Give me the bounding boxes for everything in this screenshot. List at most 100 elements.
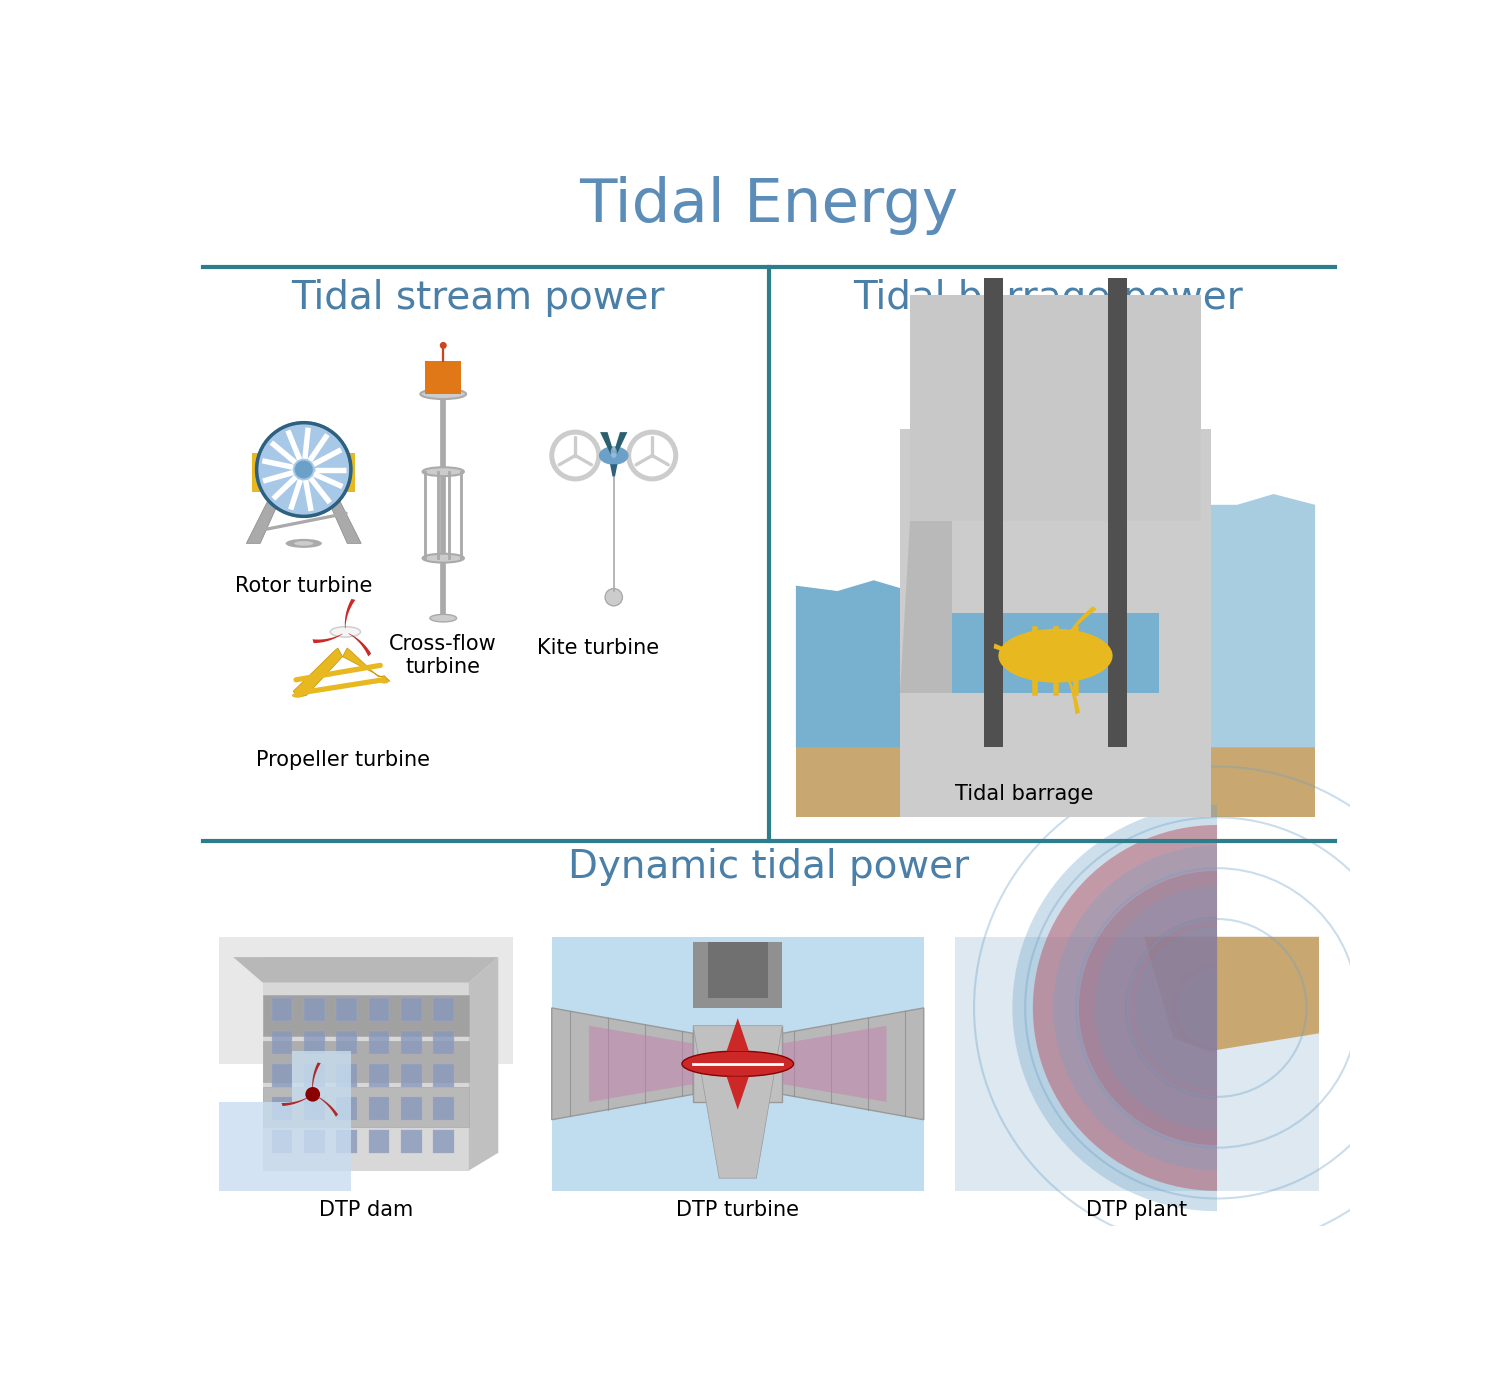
Text: Cross-flow
turbine: Cross-flow turbine [390,635,496,677]
Bar [304,1031,324,1053]
Polygon shape [232,957,498,983]
Text: Tidal stream power: Tidal stream power [291,278,664,317]
Bar [693,942,783,1008]
Wedge shape [1172,963,1216,1053]
Bar [900,521,951,613]
Polygon shape [345,599,355,628]
Polygon shape [796,580,910,748]
Bar [433,1064,454,1086]
Circle shape [440,341,447,348]
Ellipse shape [420,388,466,399]
Bar [426,361,460,394]
Wedge shape [1034,825,1217,1191]
Polygon shape [1060,664,1080,715]
Polygon shape [318,1096,338,1117]
Circle shape [294,460,314,479]
Bar [433,1097,454,1120]
Polygon shape [610,464,618,476]
Ellipse shape [292,540,315,547]
Text: Rotor turbine: Rotor turbine [236,577,372,596]
Text: Tidal Energy: Tidal Energy [579,176,958,235]
Bar [219,936,513,1064]
Polygon shape [282,1097,308,1106]
Circle shape [604,588,622,606]
Bar [984,278,1002,748]
Circle shape [306,1086,320,1102]
Polygon shape [726,1077,748,1110]
Polygon shape [783,1026,886,1102]
Text: Tidal barrage power: Tidal barrage power [853,278,1242,317]
Text: Kite turbine: Kite turbine [537,638,660,658]
Polygon shape [900,430,1212,818]
Bar [1160,521,1212,613]
Ellipse shape [292,693,303,698]
Bar [262,1041,470,1081]
Bar [336,1064,357,1086]
Bar [272,1031,292,1053]
Wedge shape [1176,967,1216,1048]
Bar [796,278,1316,818]
Bar [400,998,422,1020]
Polygon shape [219,1051,351,1191]
Text: Propeller turbine: Propeller turbine [255,749,429,770]
Bar [954,936,1318,1191]
Polygon shape [1060,606,1096,647]
Wedge shape [1013,804,1217,1212]
Ellipse shape [598,446,628,465]
Ellipse shape [285,538,322,548]
Circle shape [256,423,351,516]
Polygon shape [348,633,370,657]
Bar [910,295,1202,521]
Polygon shape [552,1008,693,1120]
Polygon shape [1202,494,1316,748]
Polygon shape [262,957,470,1170]
Ellipse shape [430,614,456,622]
Wedge shape [1078,870,1216,1146]
Bar [272,1131,292,1153]
Bar [400,1064,422,1086]
Polygon shape [951,613,1160,694]
Ellipse shape [999,629,1113,683]
Polygon shape [1144,936,1318,1051]
Bar [342,453,355,493]
Polygon shape [600,432,613,454]
Ellipse shape [682,1051,794,1077]
Bar [304,1097,324,1120]
Ellipse shape [380,679,388,683]
Ellipse shape [330,627,360,638]
Bar [272,1097,292,1120]
Bar [336,1097,357,1120]
Bar [252,453,266,493]
Wedge shape [1136,927,1216,1089]
Polygon shape [246,489,285,544]
Bar [433,998,454,1020]
Bar [433,1131,454,1153]
Polygon shape [783,1008,924,1120]
Polygon shape [312,1063,321,1088]
Wedge shape [1125,917,1216,1099]
Bar [336,1031,357,1053]
Bar [369,1131,390,1153]
Polygon shape [590,1026,693,1102]
Bar [693,1026,783,1102]
Text: DTP plant: DTP plant [1086,1201,1188,1220]
Bar [219,936,513,1191]
Bar [552,936,924,1191]
Bar [796,748,1316,818]
Bar [708,942,768,998]
Ellipse shape [423,554,464,563]
Bar [400,1097,422,1120]
Text: Tidal barrage: Tidal barrage [956,785,1094,804]
Bar [369,998,390,1020]
Bar [262,1086,470,1128]
Polygon shape [312,633,342,643]
Polygon shape [693,1026,783,1179]
Bar [400,1131,422,1153]
Polygon shape [342,649,390,682]
Polygon shape [470,957,498,1170]
Bar [369,1097,390,1120]
Polygon shape [993,643,1045,657]
Bar [262,996,470,1036]
Polygon shape [726,1018,748,1051]
Bar [304,1131,324,1153]
